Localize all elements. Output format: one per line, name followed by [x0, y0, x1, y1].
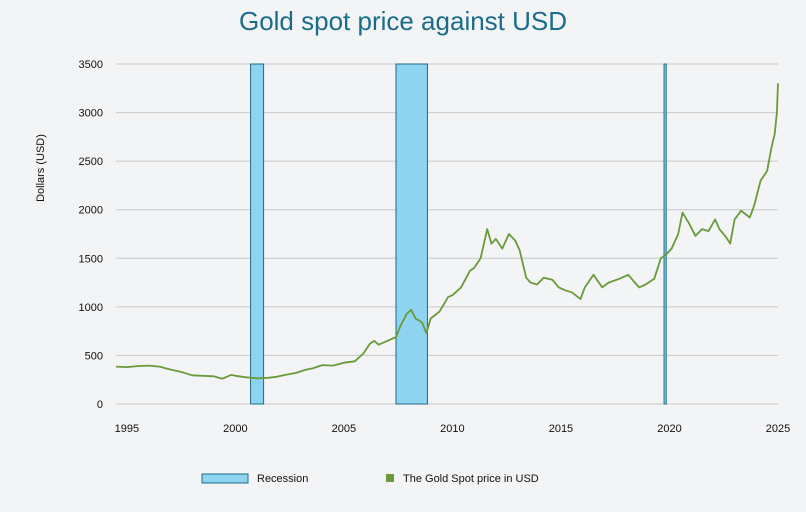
legend-recession-swatch: [201, 473, 249, 484]
y-axis-ticks: 0 500 1000 1500 2000 2500 3000 3500: [79, 59, 103, 411]
x-tick-label: 2000: [223, 423, 247, 435]
legend-recession-label: Recession: [257, 473, 308, 485]
y-axis-label: Dollars (USD): [35, 134, 47, 202]
y-tick-label: 3500: [79, 59, 103, 71]
recession-band-2: [395, 63, 428, 405]
x-tick-label: 1995: [115, 423, 139, 435]
y-tick-label: 2500: [79, 156, 103, 168]
x-tick-label: 2010: [440, 423, 464, 435]
y-tick-label: 2000: [79, 205, 103, 217]
y-tick-label: 0: [97, 399, 103, 411]
recession-bands: [250, 63, 667, 405]
legend-gold-swatch: [386, 474, 394, 482]
x-tick-label: 2025: [766, 423, 790, 435]
legend-gold-label: The Gold Spot price in USD: [403, 473, 539, 485]
gold-price-series: [115, 83, 779, 380]
recession-band-1: [250, 63, 265, 405]
y-tick-label: 3000: [79, 108, 103, 120]
series-line-gold: [115, 83, 779, 380]
x-axis-ticks: 1995 2000 2005 2010 2015 2020 2025: [115, 423, 791, 435]
recession-band-3: [663, 63, 667, 405]
x-tick-label: 2015: [549, 423, 573, 435]
x-tick-label: 2005: [332, 423, 356, 435]
legend: Recession The Gold Spot price in USD: [201, 473, 539, 485]
y-tick-label: 1000: [79, 302, 103, 314]
chart-title: Gold spot price against USD: [238, 6, 568, 36]
x-tick-label: 2020: [657, 423, 681, 435]
y-tick-label: 1500: [79, 253, 103, 265]
y-tick-label: 500: [85, 350, 103, 362]
gridlines: [116, 63, 778, 405]
